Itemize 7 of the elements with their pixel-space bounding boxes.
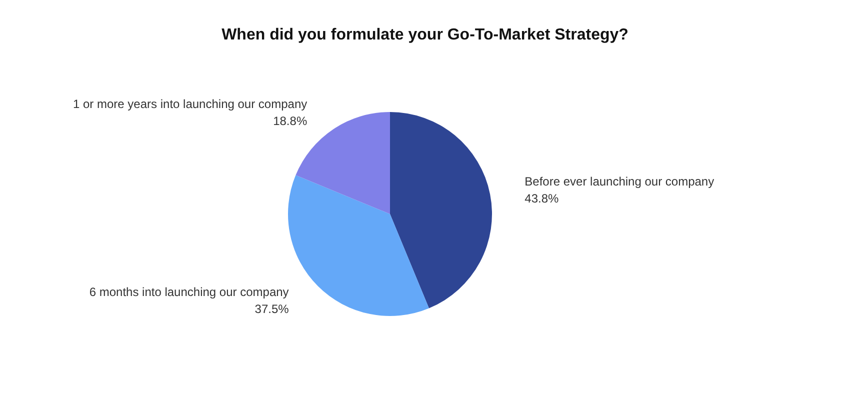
chart-title: When did you formulate your Go-To-Market Strategy? xyxy=(222,26,628,44)
slice-label: 1 or more years into launching our company xyxy=(72,97,308,112)
data-label: 18.8% xyxy=(273,114,308,128)
data-label: 43.8% xyxy=(524,192,560,206)
slice-label: 6 months into launching our company xyxy=(89,284,289,299)
slice-label: Before ever launching our company xyxy=(524,174,714,189)
data-label: 37.5% xyxy=(254,302,290,316)
